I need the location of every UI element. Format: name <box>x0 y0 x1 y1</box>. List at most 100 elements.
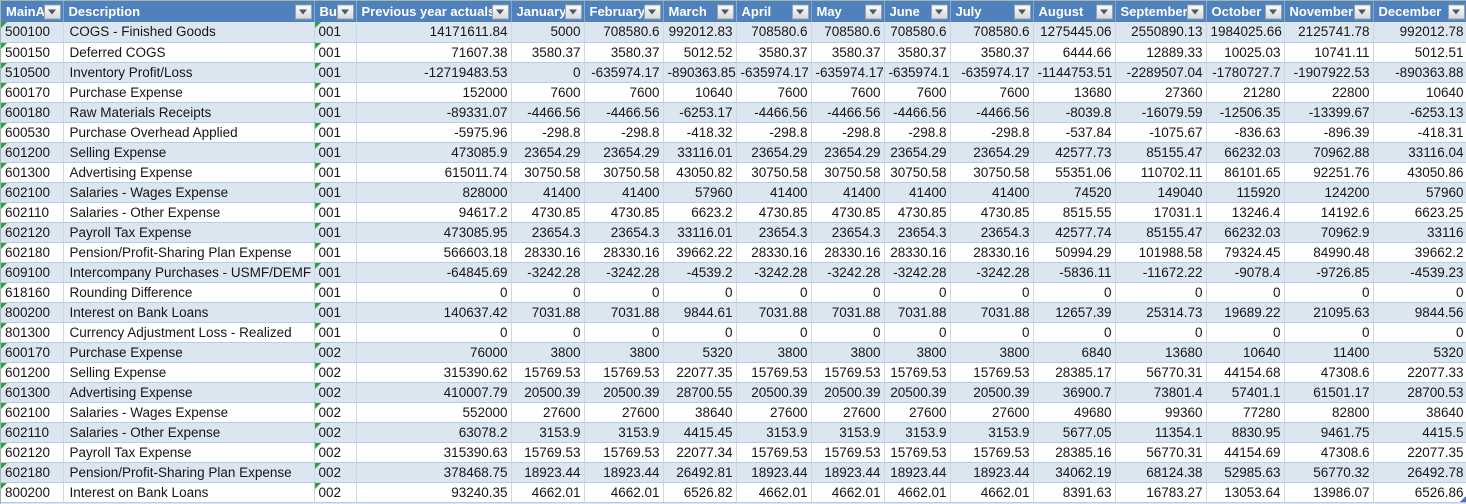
cell-previous-year-actuals[interactable]: 473085.95 <box>356 222 512 243</box>
filter-dropdown-button[interactable] <box>1447 4 1465 19</box>
column-header-previous-year-actuals[interactable]: Previous year actuals <box>356 1 512 22</box>
cell-description[interactable]: Salaries - Wages Expense <box>63 182 315 203</box>
cell-august[interactable]: 0 <box>1033 322 1116 343</box>
cell-february[interactable]: -635974.17 <box>584 62 664 83</box>
cell-december[interactable]: 38640 <box>1373 402 1466 423</box>
cell-description[interactable]: Purchase Expense <box>63 82 315 103</box>
cell-october[interactable]: 79324.45 <box>1206 242 1285 263</box>
cell-march[interactable]: 6526.82 <box>663 482 737 503</box>
cell-august[interactable]: 13680 <box>1033 82 1116 103</box>
cell-october[interactable]: 52985.63 <box>1206 462 1285 483</box>
cell-business-unit[interactable]: 002 <box>314 402 357 423</box>
cell-october[interactable]: 10640 <box>1206 342 1285 363</box>
cell-august[interactable]: 1275445.06 <box>1033 22 1116 43</box>
cell-february[interactable]: 41400 <box>584 182 664 203</box>
cell-october[interactable]: -836.63 <box>1206 122 1285 143</box>
cell-november[interactable]: 22800 <box>1284 82 1374 103</box>
cell-march[interactable]: 10640 <box>663 82 737 103</box>
cell-description[interactable]: Purchase Overhead Applied <box>63 122 315 143</box>
cell-march[interactable]: 0 <box>663 282 737 303</box>
cell-november[interactable]: 11400 <box>1284 342 1374 363</box>
cell-june[interactable]: 28330.16 <box>884 242 951 263</box>
cell-july[interactable]: 4730.85 <box>950 202 1034 223</box>
cell-business-unit[interactable]: 001 <box>314 182 357 203</box>
column-header-january[interactable]: January <box>511 1 585 22</box>
cell-may[interactable]: 3153.9 <box>811 422 885 443</box>
cell-february[interactable]: 3153.9 <box>584 422 664 443</box>
cell-march[interactable]: 9844.61 <box>663 302 737 323</box>
cell-march[interactable]: 22077.35 <box>663 362 737 383</box>
cell-october[interactable]: 13053.64 <box>1206 482 1285 503</box>
cell-november[interactable]: -896.39 <box>1284 122 1374 143</box>
cell-june[interactable]: -298.8 <box>884 122 951 143</box>
cell-july[interactable]: 7600 <box>950 82 1034 103</box>
cell-january[interactable]: 18923.44 <box>511 462 585 483</box>
cell-business-unit[interactable]: 001 <box>314 302 357 323</box>
cell-october[interactable]: 13246.4 <box>1206 202 1285 223</box>
cell-may[interactable]: 708580.6 <box>811 22 885 43</box>
cell-july[interactable]: 3580.37 <box>950 42 1034 63</box>
cell-main-account[interactable]: 618160 <box>1 282 64 303</box>
cell-description[interactable]: Advertising Expense <box>63 162 315 183</box>
cell-previous-year-actuals[interactable]: -12719483.53 <box>356 62 512 83</box>
cell-may[interactable]: 7600 <box>811 82 885 103</box>
cell-april[interactable]: 0 <box>736 282 812 303</box>
cell-main-account[interactable]: 800200 <box>1 482 64 503</box>
cell-july[interactable]: 15769.53 <box>950 442 1034 463</box>
filter-dropdown-button[interactable] <box>1095 4 1113 19</box>
cell-march[interactable]: 0 <box>663 322 737 343</box>
cell-february[interactable]: 3800 <box>584 342 664 363</box>
cell-business-unit[interactable]: 001 <box>314 42 357 63</box>
cell-february[interactable]: 15769.53 <box>584 442 664 463</box>
cell-previous-year-actuals[interactable]: 76000 <box>356 342 512 363</box>
column-header-may[interactable]: May <box>811 1 885 22</box>
cell-june[interactable]: 708580.6 <box>884 22 951 43</box>
cell-main-account[interactable]: 601300 <box>1 382 64 403</box>
cell-november[interactable]: 9461.75 <box>1284 422 1374 443</box>
cell-march[interactable]: 4415.45 <box>663 422 737 443</box>
column-header-august[interactable]: August <box>1033 1 1116 22</box>
cell-september[interactable]: 27360 <box>1115 82 1207 103</box>
cell-previous-year-actuals[interactable]: -5975.96 <box>356 122 512 143</box>
column-header-december[interactable]: December <box>1373 1 1466 22</box>
cell-may[interactable]: 0 <box>811 282 885 303</box>
cell-november[interactable]: -1907922.53 <box>1284 62 1374 83</box>
cell-previous-year-actuals[interactable]: 93240.35 <box>356 482 512 503</box>
cell-february[interactable]: 30750.58 <box>584 162 664 183</box>
cell-may[interactable]: 3580.37 <box>811 42 885 63</box>
cell-main-account[interactable]: 602110 <box>1 202 64 223</box>
cell-main-account[interactable]: 500150 <box>1 42 64 63</box>
cell-description[interactable]: Payroll Tax Expense <box>63 442 315 463</box>
cell-april[interactable]: -3242.28 <box>736 262 812 283</box>
cell-may[interactable]: 3800 <box>811 342 885 363</box>
cell-january[interactable]: 3153.9 <box>511 422 585 443</box>
cell-main-account[interactable]: 601300 <box>1 162 64 183</box>
cell-october[interactable]: 44154.69 <box>1206 442 1285 463</box>
cell-previous-year-actuals[interactable]: 0 <box>356 322 512 343</box>
cell-february[interactable]: 708580.6 <box>584 22 664 43</box>
cell-description[interactable]: Rounding Difference <box>63 282 315 303</box>
cell-march[interactable]: 39662.22 <box>663 242 737 263</box>
cell-october[interactable]: 0 <box>1206 322 1285 343</box>
cell-previous-year-actuals[interactable]: 410007.79 <box>356 382 512 403</box>
cell-september[interactable]: 73801.4 <box>1115 382 1207 403</box>
cell-january[interactable]: -298.8 <box>511 122 585 143</box>
cell-may[interactable]: 18923.44 <box>811 462 885 483</box>
cell-december[interactable]: 28700.53 <box>1373 382 1466 403</box>
cell-august[interactable]: 50994.29 <box>1033 242 1116 263</box>
cell-november[interactable]: 70962.9 <box>1284 222 1374 243</box>
cell-august[interactable]: 8515.55 <box>1033 202 1116 223</box>
cell-january[interactable]: 28330.16 <box>511 242 585 263</box>
cell-april[interactable]: 28330.16 <box>736 242 812 263</box>
cell-july[interactable]: -3242.28 <box>950 262 1034 283</box>
filter-dropdown-button[interactable] <box>1353 4 1371 19</box>
cell-august[interactable]: 8391.63 <box>1033 482 1116 503</box>
cell-previous-year-actuals[interactable]: 315390.63 <box>356 442 512 463</box>
cell-business-unit[interactable]: 001 <box>314 322 357 343</box>
cell-september[interactable]: 56770.31 <box>1115 442 1207 463</box>
column-header-june[interactable]: June <box>884 1 951 22</box>
cell-description[interactable]: Purchase Expense <box>63 342 315 363</box>
cell-september[interactable]: 13680 <box>1115 342 1207 363</box>
cell-march[interactable]: 5320 <box>663 342 737 363</box>
cell-december[interactable]: -6253.13 <box>1373 102 1466 123</box>
